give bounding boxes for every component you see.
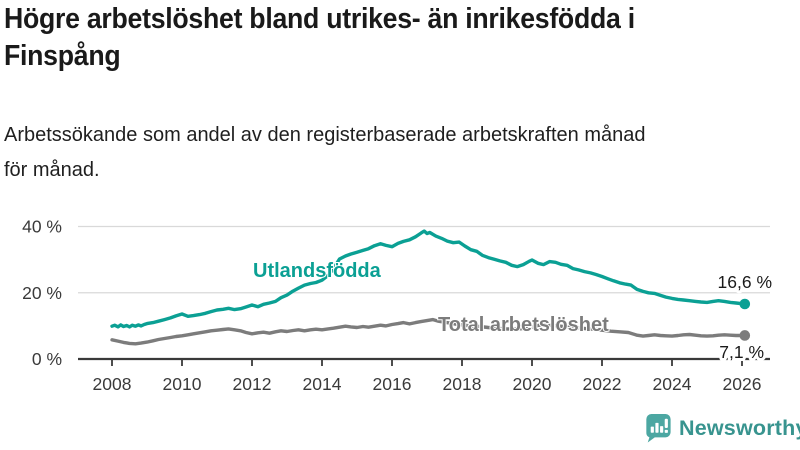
x-tick-label: 2024 bbox=[653, 374, 692, 394]
newsworthy-logo: Newsworthy bbox=[644, 413, 800, 444]
y-tick-label: 0 % bbox=[32, 349, 62, 369]
x-tick-label: 2020 bbox=[513, 374, 552, 394]
subtitle-line-1: Arbetssökande som andel av den registerb… bbox=[4, 124, 646, 146]
x-tick-label: 2022 bbox=[583, 374, 622, 394]
series-line-utlandsfodda bbox=[110, 229, 747, 329]
series-end-dot bbox=[739, 298, 751, 310]
y-tick-label: 40 % bbox=[22, 217, 62, 237]
series-end-value-label: 7,1 % bbox=[719, 342, 764, 362]
exclamation-bar bbox=[664, 418, 668, 429]
headline: Högre arbetslöshet bland utrikes- än inr… bbox=[4, 1, 795, 75]
series-line-total bbox=[110, 317, 747, 346]
y-tick-label: 20 % bbox=[22, 283, 62, 303]
headline-line-1: Högre arbetslöshet bland utrikes- än inr… bbox=[4, 3, 635, 35]
series-label: Utlandsfödda bbox=[253, 260, 382, 282]
exclamation-dot bbox=[664, 429, 668, 433]
newsworthy-logo-icon bbox=[646, 414, 671, 443]
x-tick-label: 2026 bbox=[723, 374, 762, 394]
x-tick-label: 2010 bbox=[163, 374, 202, 394]
series-end-dot bbox=[739, 330, 751, 341]
newsworthy-logo-text: Newsworthy bbox=[679, 416, 800, 440]
chart-subtitle: Arbetssökande som andel av den registerb… bbox=[4, 118, 796, 188]
subtitle-line-2: för månad. bbox=[4, 159, 100, 181]
x-tick-label: 2012 bbox=[233, 374, 272, 394]
headline-line-2: Finspång bbox=[4, 40, 121, 72]
x-tick-label: 2016 bbox=[373, 374, 412, 394]
unemployment-line-chart: 2008 2010 2012 2014 2016 2018 2020 2022 2024 2026… bbox=[22, 217, 775, 395]
x-tick-label: 2018 bbox=[443, 374, 482, 394]
series-label: Total arbetslöshet bbox=[438, 314, 609, 336]
x-tick-label: 2014 bbox=[303, 374, 342, 394]
x-tick-label: 2008 bbox=[93, 374, 132, 394]
series-end-value-label: 16,6 % bbox=[718, 272, 772, 292]
bar-chart-glyph bbox=[650, 418, 668, 433]
